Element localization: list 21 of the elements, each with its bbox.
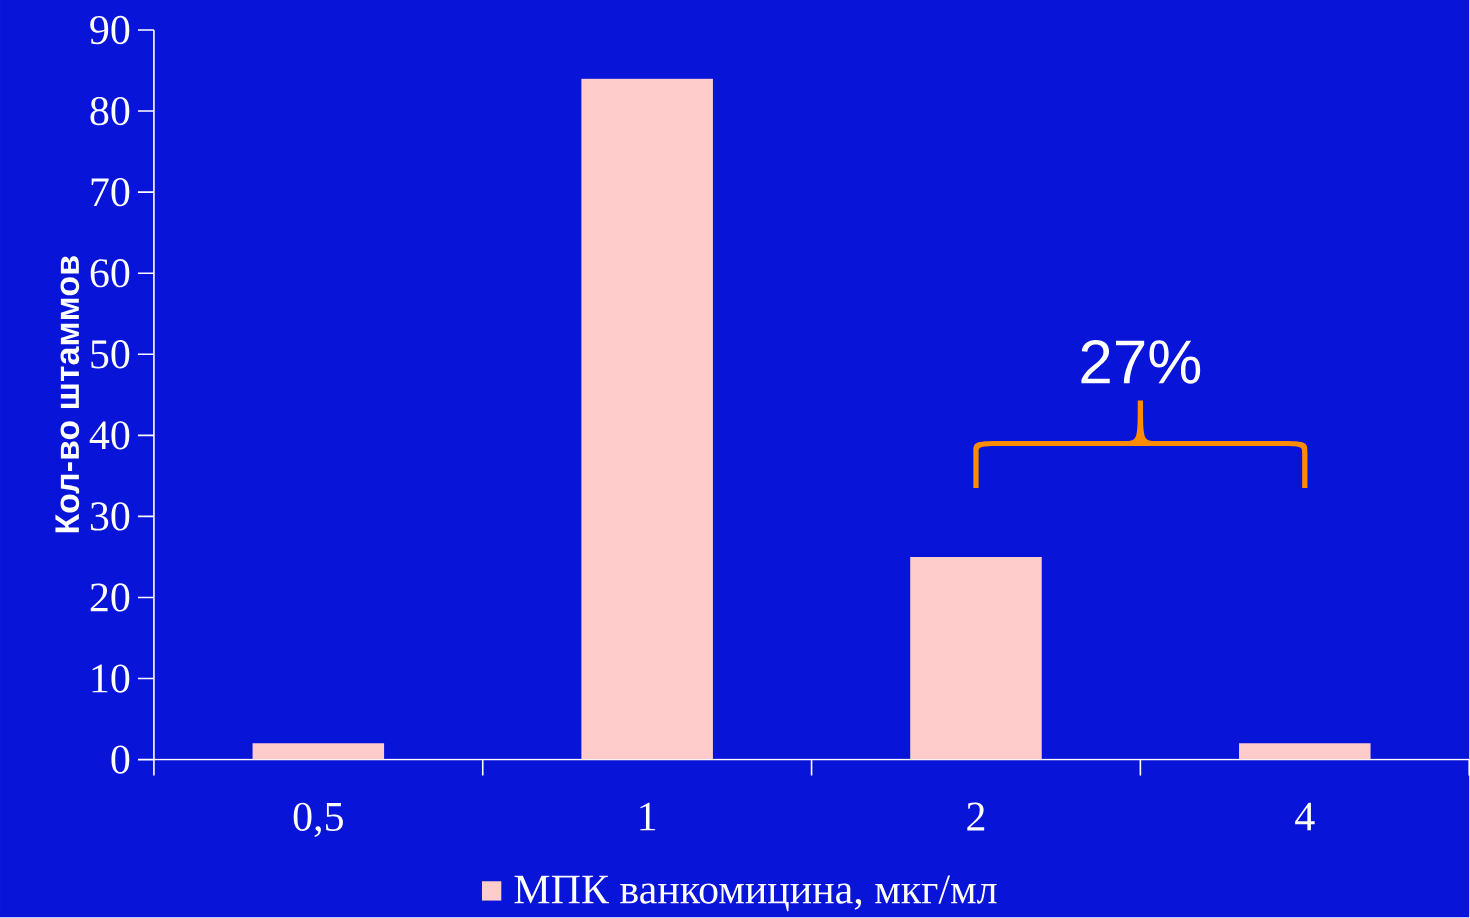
x-tick-label: 2 [967,802,985,831]
x-tick-label: 4 [1295,802,1315,831]
y-tick-label: 0 [111,745,130,774]
y-tick-label: 60 [90,259,130,288]
bar [581,78,713,760]
bar [252,743,385,760]
x-tick-label: 0,5 [293,802,343,838]
y-tick-label: 80 [90,97,130,126]
y-tick-label: 10 [92,664,130,693]
y-tick-label: 40 [89,421,130,450]
y-axis-title: Кол-во штаммов [55,256,80,533]
y-tick-label: 30 [90,502,130,531]
bar [1239,743,1371,760]
bar [910,557,1042,760]
y-tick-label: 90 [90,16,130,45]
y-tick-label: 20 [90,583,130,612]
legend-label: МПК ванкомицина, мкг/мл [514,875,997,912]
y-tick-label: 70 [91,178,130,207]
annotation: 27% [1081,340,1201,384]
y-tick-label: 50 [91,340,130,369]
x-tick-label: 1 [640,802,656,831]
